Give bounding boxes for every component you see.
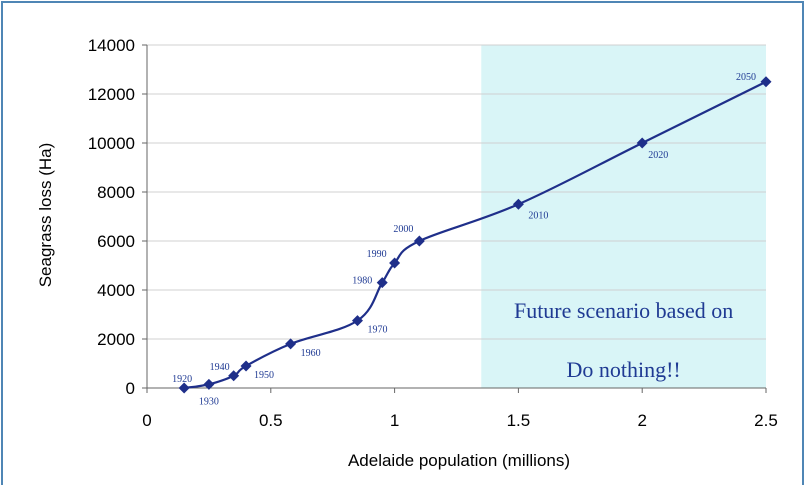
x-tick-label: 2 bbox=[637, 411, 646, 430]
data-point-1920 bbox=[178, 382, 190, 394]
y-tick-label: 2000 bbox=[97, 330, 135, 349]
point-label-2020: 2020 bbox=[648, 150, 668, 161]
x-tick-label: 0 bbox=[142, 411, 151, 430]
y-axis-title: Seagrass loss (Ha) bbox=[36, 143, 55, 288]
point-label-2000: 2000 bbox=[393, 224, 413, 235]
data-point-1970 bbox=[351, 315, 363, 327]
data-point-2000 bbox=[413, 235, 425, 247]
point-label-1970: 1970 bbox=[367, 325, 387, 336]
data-point-1930 bbox=[203, 378, 215, 390]
x-axis-title: Adelaide population (millions) bbox=[348, 451, 570, 470]
point-label-2010: 2010 bbox=[528, 210, 548, 221]
y-tick-label: 8000 bbox=[97, 183, 135, 202]
x-tick-label: 0.5 bbox=[259, 411, 283, 430]
scenario-text-line-2: Do nothing!! bbox=[566, 357, 680, 382]
x-tick-label: 1.5 bbox=[507, 411, 531, 430]
point-label-1990: 1990 bbox=[367, 249, 387, 260]
y-tick-label: 4000 bbox=[97, 281, 135, 300]
y-tick-label: 10000 bbox=[88, 134, 135, 153]
point-label-1950: 1950 bbox=[254, 370, 274, 381]
data-point-1980 bbox=[376, 277, 388, 289]
data-point-2050 bbox=[760, 76, 772, 88]
data-point-2010 bbox=[512, 198, 524, 210]
data-point-1950 bbox=[240, 360, 252, 372]
future-scenario-region bbox=[481, 45, 766, 388]
x-tick-label: 1 bbox=[390, 411, 399, 430]
y-tick-label: 0 bbox=[126, 379, 135, 398]
point-label-2050: 2050 bbox=[736, 72, 756, 83]
data-point-1940 bbox=[228, 370, 240, 382]
x-tick-label: 2.5 bbox=[754, 411, 778, 430]
point-label-1980: 1980 bbox=[352, 276, 372, 287]
data-point-2020 bbox=[636, 137, 648, 149]
point-label-1930: 1930 bbox=[199, 396, 219, 407]
point-label-1920: 1920 bbox=[172, 374, 192, 385]
y-tick-label: 12000 bbox=[88, 85, 135, 104]
data-point-1990 bbox=[389, 257, 401, 269]
point-label-1960: 1960 bbox=[301, 348, 321, 359]
y-tick-label: 6000 bbox=[97, 232, 135, 251]
scenario-text-line-1: Future scenario based on bbox=[514, 298, 733, 323]
data-point-1960 bbox=[285, 338, 297, 350]
y-tick-label: 14000 bbox=[88, 36, 135, 55]
point-label-1940: 1940 bbox=[210, 362, 230, 373]
